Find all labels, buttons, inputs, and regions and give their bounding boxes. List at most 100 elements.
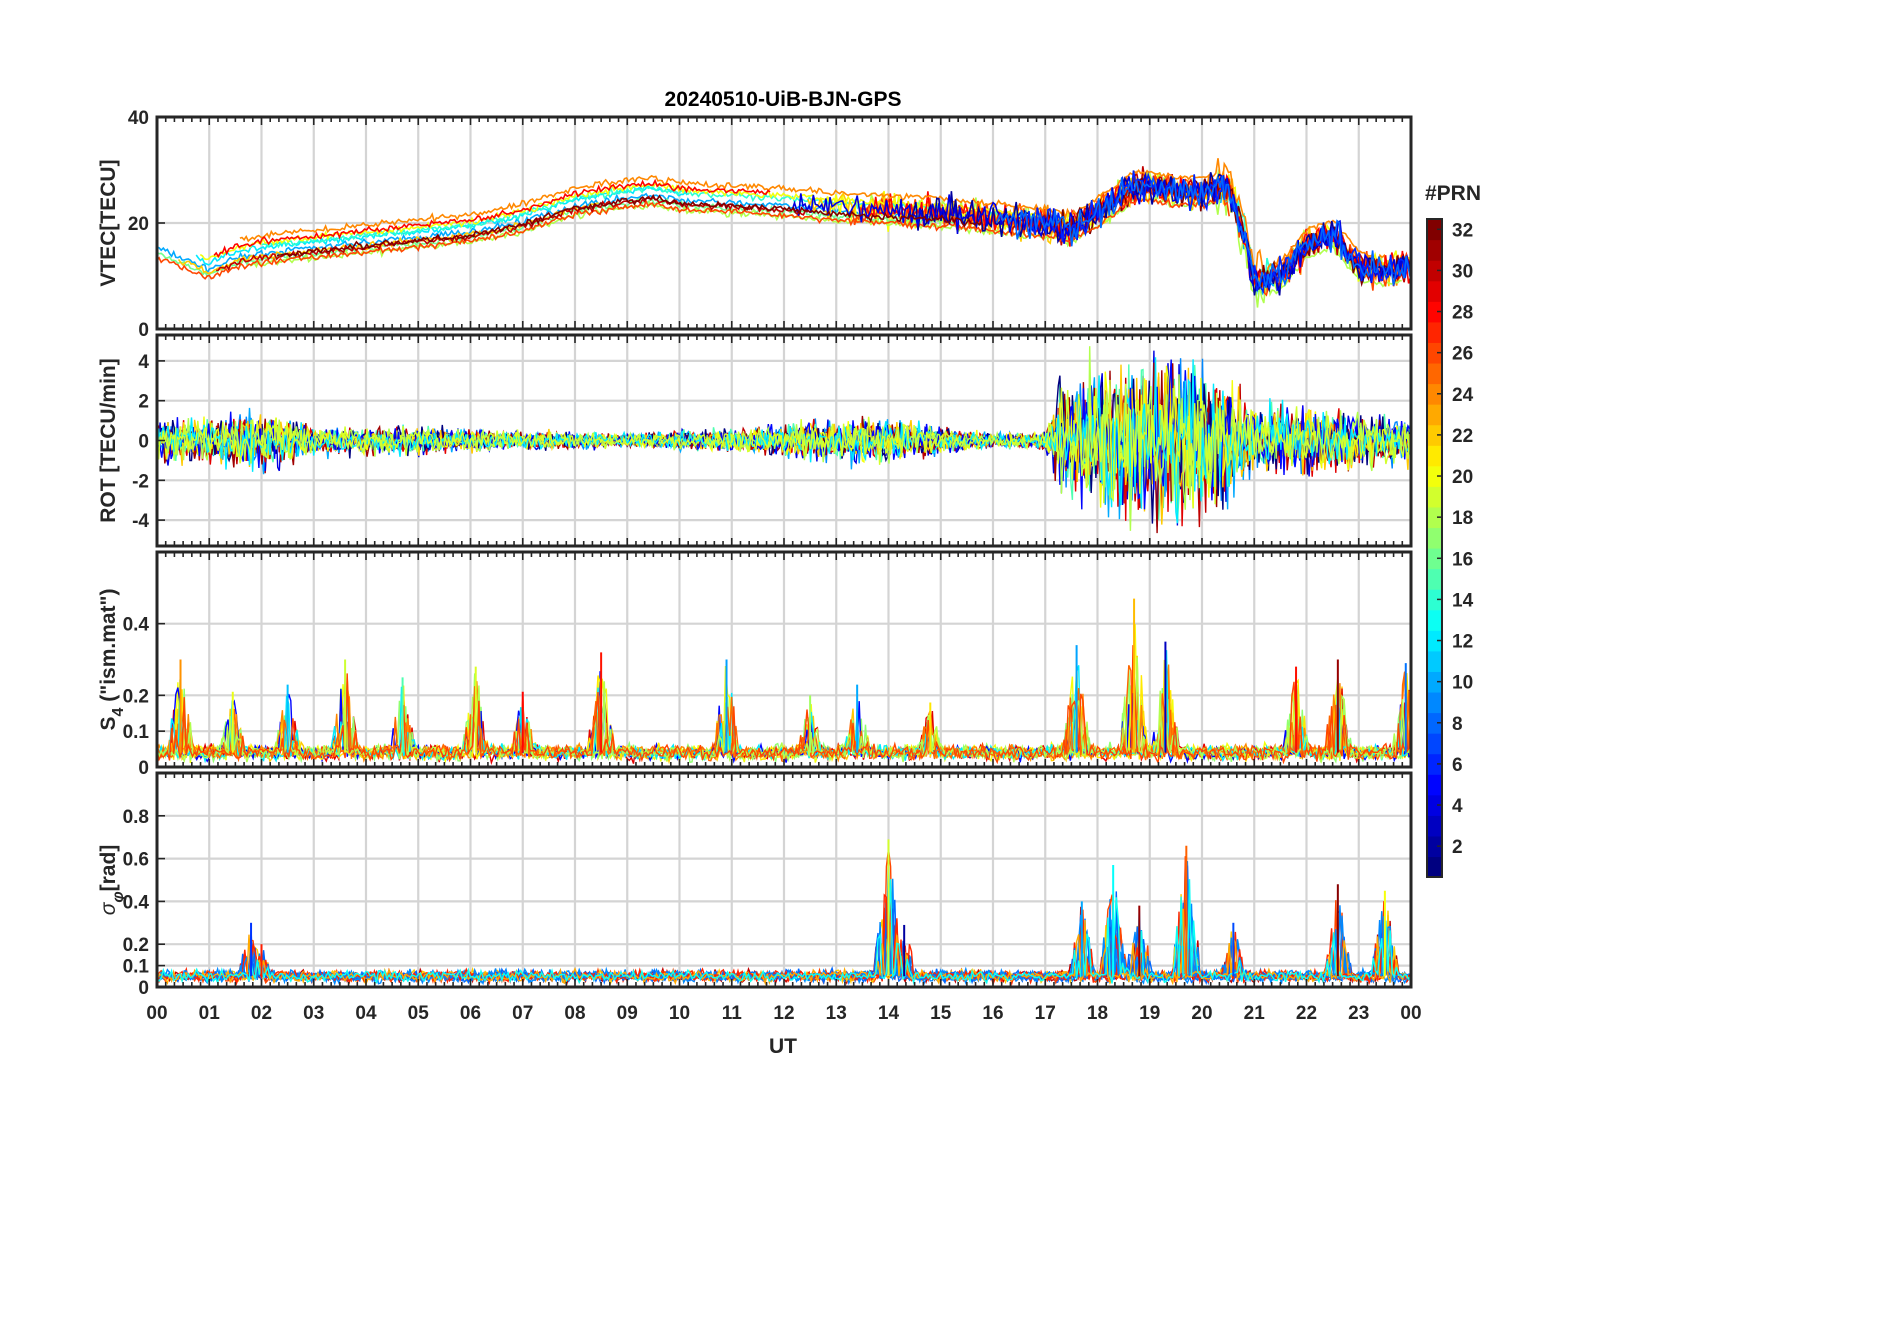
x-tick-label: 08	[564, 1003, 585, 1024]
x-tick-label: 15	[930, 1003, 952, 1024]
grid	[155, 773, 1413, 989]
colorbar-frame	[1426, 218, 1443, 878]
x-tick-label: 10	[669, 1003, 690, 1024]
x-tick-label: 05	[408, 1003, 430, 1024]
ylabel-rest: ("ism.mat")	[97, 588, 120, 707]
x-tick-label: 06	[460, 1003, 481, 1024]
colorbar-bin	[1427, 568, 1442, 590]
colorbar-tick-label: 2	[1452, 837, 1463, 858]
vtec-y-axis-label: VTEC[TECU]	[97, 159, 120, 286]
colorbar-bin	[1427, 424, 1442, 446]
vtec-line-prn32	[276, 194, 982, 258]
colorbar-bin	[1427, 280, 1442, 302]
x-tick-label: 11	[722, 1003, 743, 1024]
colorbar-bin	[1427, 712, 1442, 734]
x-tick-label: 18	[1087, 1003, 1108, 1024]
colorbar-tick-label: 24	[1452, 385, 1474, 406]
panel-s4: 00.10.20.4S4 ("ism.mat")	[97, 550, 1413, 779]
tick-marks	[156, 117, 1412, 329]
ylabel-sub: φ	[110, 891, 127, 902]
colorbar-bin	[1427, 301, 1442, 323]
colorbar-bin	[1427, 527, 1442, 549]
figure-title: 20240510-UiB-BJN-GPS	[665, 88, 902, 111]
colorbar-bin	[1427, 733, 1442, 755]
colorbar-bin	[1427, 548, 1442, 570]
panel-rot: -4 -2 0 2 4 ROT [TECU/min]	[97, 333, 1413, 548]
ylabel-main: S	[97, 717, 120, 731]
colorbar-bin	[1427, 404, 1442, 426]
vtec-line-prn24	[239, 158, 1374, 281]
x-tick-label: 03	[303, 1003, 324, 1024]
colorbar-tick-label: 6	[1452, 755, 1463, 776]
vtec-line-prn30-b	[1026, 170, 1411, 294]
colorbar-bin	[1427, 650, 1442, 672]
colorbar-bin	[1427, 486, 1442, 508]
y-tick-label: 0.4	[123, 892, 150, 913]
colorbar-bin	[1427, 774, 1442, 796]
colorbar-tick-label: 8	[1452, 714, 1463, 735]
colorbar-bin	[1427, 815, 1442, 837]
y-tick-label: 2	[138, 392, 149, 413]
sigma_phi-line-prn13	[157, 879, 1411, 986]
x-tick-label: 00	[1400, 1003, 1421, 1024]
y-tick-label: 0.6	[123, 850, 149, 871]
vtec-line-prn32-b	[995, 175, 1411, 288]
s4-line-prn18	[157, 657, 1411, 764]
colorbar-bin	[1427, 671, 1442, 693]
colorbar-bin	[1427, 239, 1442, 261]
y-tick-label: -2	[132, 471, 149, 492]
s4-line-prn26	[157, 645, 1411, 765]
colorbar-bin	[1427, 260, 1442, 282]
vtec-line-prn28	[213, 178, 771, 259]
x-tick-label: 19	[1139, 1003, 1160, 1024]
x-tick-label: 02	[251, 1003, 272, 1024]
panel-vtec: 0 20 40 VTEC[TECU]	[97, 108, 1413, 341]
colorbar-bin	[1427, 753, 1442, 775]
colorbar-tick-label: 32	[1452, 220, 1473, 241]
y-tick-label: -4	[132, 511, 149, 532]
x-tick-label: 07	[512, 1003, 533, 1024]
y-tick-label: 40	[128, 108, 149, 129]
panel-sigma_phi: 00.10.2 0.4 0.6 0.8 σφ[rad]	[97, 771, 1413, 999]
y-tick-label: 20	[128, 214, 149, 235]
tick-marks	[156, 552, 1412, 767]
sigma_phi-y-axis-label: σφ[rad]	[97, 845, 127, 916]
y-tick-label: 0.1	[123, 722, 150, 743]
colorbar-tick-label: 30	[1452, 261, 1473, 282]
colorbar-tick-label: 22	[1452, 426, 1473, 447]
s4-y-axis-label: S4 ("ism.mat")	[97, 588, 127, 730]
x-tick-label: 21	[1244, 1003, 1266, 1024]
colorbar-bin	[1427, 794, 1442, 816]
colorbar-bin	[1427, 856, 1442, 878]
colorbar-bin	[1427, 321, 1442, 343]
vtec-line-prn18	[249, 186, 1402, 308]
rot-line-prn19	[157, 379, 1411, 505]
ylabel-rest: [rad]	[97, 845, 120, 892]
rot-y-axis-label: ROT [TECU/min]	[97, 358, 120, 522]
colorbar-label: #PRN	[1425, 182, 1481, 205]
colorbar-bin	[1427, 630, 1442, 652]
x-tick-label: 17	[1035, 1003, 1056, 1024]
tick-marks	[156, 773, 1412, 987]
colorbar-bin	[1427, 609, 1442, 631]
colorbar-tick-label: 14	[1452, 590, 1474, 611]
colorbar-tick-label: 26	[1452, 344, 1473, 365]
tick-marks	[156, 335, 1412, 546]
colorbar-tick-label: 4	[1452, 796, 1463, 817]
x-tick-label: 13	[826, 1003, 847, 1024]
colorbar-tick-label: 20	[1452, 467, 1473, 488]
x-tick-labels: 00 01 02 03 04 05 06 07 08 09 10 11 12 13 14 15 16 17 18 19…	[146, 1003, 1421, 1024]
y-tick-label: 0	[138, 978, 149, 999]
colorbar-tick-label: 18	[1452, 508, 1473, 529]
colorbar-bin	[1427, 342, 1442, 364]
colorbar-bin	[1427, 219, 1442, 241]
y-tick-label: 0.2	[123, 935, 149, 956]
x-tick-label: 16	[982, 1003, 1003, 1024]
colorbar-bin	[1427, 835, 1442, 858]
colorbar-bin	[1427, 445, 1442, 467]
x-tick-label: 04	[355, 1003, 377, 1024]
colorbar-tick-label: 12	[1452, 632, 1473, 653]
series-group	[157, 346, 1411, 534]
